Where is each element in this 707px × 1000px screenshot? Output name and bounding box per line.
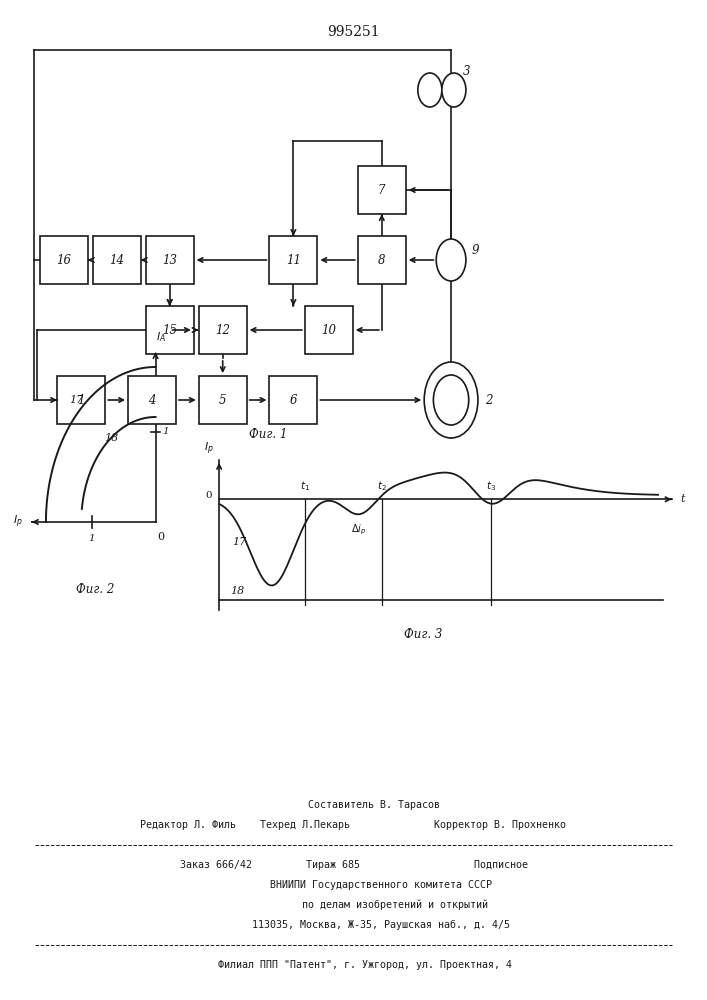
Text: Филиал ППП "Патент", г. Ужгород, ул. Проектная, 4: Филиал ППП "Патент", г. Ужгород, ул. Про… (194, 960, 513, 970)
Circle shape (418, 73, 442, 107)
Bar (358, 166, 406, 214)
Bar (269, 236, 317, 284)
Bar (93, 236, 141, 284)
Text: Заказ 666/42         Тираж 685                   Подписное: Заказ 666/42 Тираж 685 Подписное (180, 860, 527, 870)
Text: 3: 3 (462, 65, 470, 78)
Text: Составитель В. Тарасов: Составитель В. Тарасов (267, 800, 440, 810)
Text: 15: 15 (162, 324, 177, 336)
Circle shape (442, 73, 466, 107)
Text: 7: 7 (378, 184, 385, 196)
Text: 6: 6 (290, 393, 297, 406)
Circle shape (424, 362, 478, 438)
Text: 17: 17 (69, 395, 83, 405)
Text: 18: 18 (104, 433, 118, 443)
Text: $t_2$: $t_2$ (377, 480, 387, 493)
Text: Фиг. 3: Фиг. 3 (404, 628, 442, 641)
Text: 12: 12 (215, 324, 230, 336)
Bar (40, 236, 88, 284)
Text: t: t (680, 494, 684, 504)
Text: 9: 9 (472, 243, 479, 256)
Text: 1: 1 (163, 428, 169, 436)
Text: 8: 8 (378, 253, 385, 266)
Bar (269, 376, 317, 424)
Circle shape (436, 239, 466, 281)
Text: $\Delta i_p$: $\Delta i_p$ (351, 522, 366, 537)
Bar (199, 376, 247, 424)
Text: по делам изобретений и открытий: по делам изобретений и открытий (218, 900, 489, 910)
Text: $I_p$: $I_p$ (204, 441, 214, 457)
Text: 4: 4 (148, 393, 156, 406)
Bar (146, 306, 194, 354)
Text: 18: 18 (230, 586, 244, 596)
Text: 0: 0 (206, 491, 212, 500)
Text: 13: 13 (162, 253, 177, 266)
Text: ВНИИПИ Государственного комитета СССР: ВНИИПИ Государственного комитета СССР (216, 880, 491, 890)
Text: 17: 17 (232, 537, 246, 547)
Text: 5: 5 (219, 393, 226, 406)
Text: Фиг. 1: Фиг. 1 (250, 428, 288, 442)
Text: Фиг. 2: Фиг. 2 (76, 583, 115, 596)
Bar (57, 376, 105, 424)
Bar (199, 306, 247, 354)
Text: 1: 1 (78, 393, 85, 406)
Text: $t_3$: $t_3$ (486, 480, 496, 493)
Text: 1: 1 (88, 534, 95, 543)
Bar (128, 376, 176, 424)
Text: 14: 14 (109, 253, 124, 266)
Text: 11: 11 (286, 253, 301, 266)
Bar (146, 236, 194, 284)
Circle shape (433, 375, 469, 425)
Text: $I_A$: $I_A$ (156, 330, 166, 344)
Text: Редактор Л. Филь    Техред Л.Пекарь              Корректор В. Прохненко: Редактор Л. Филь Техред Л.Пекарь Коррект… (141, 820, 566, 830)
Text: $I_p$: $I_p$ (13, 514, 23, 530)
Text: 113035, Москва, Ж-35, Раушская наб., д. 4/5: 113035, Москва, Ж-35, Раушская наб., д. … (197, 920, 510, 930)
Bar (358, 236, 406, 284)
Text: 0: 0 (158, 532, 165, 542)
Text: 10: 10 (321, 324, 337, 336)
Text: 995251: 995251 (327, 25, 380, 39)
Text: 2: 2 (485, 393, 493, 406)
Text: 16: 16 (56, 253, 71, 266)
Text: $t_1$: $t_1$ (300, 480, 310, 493)
Bar (305, 306, 353, 354)
